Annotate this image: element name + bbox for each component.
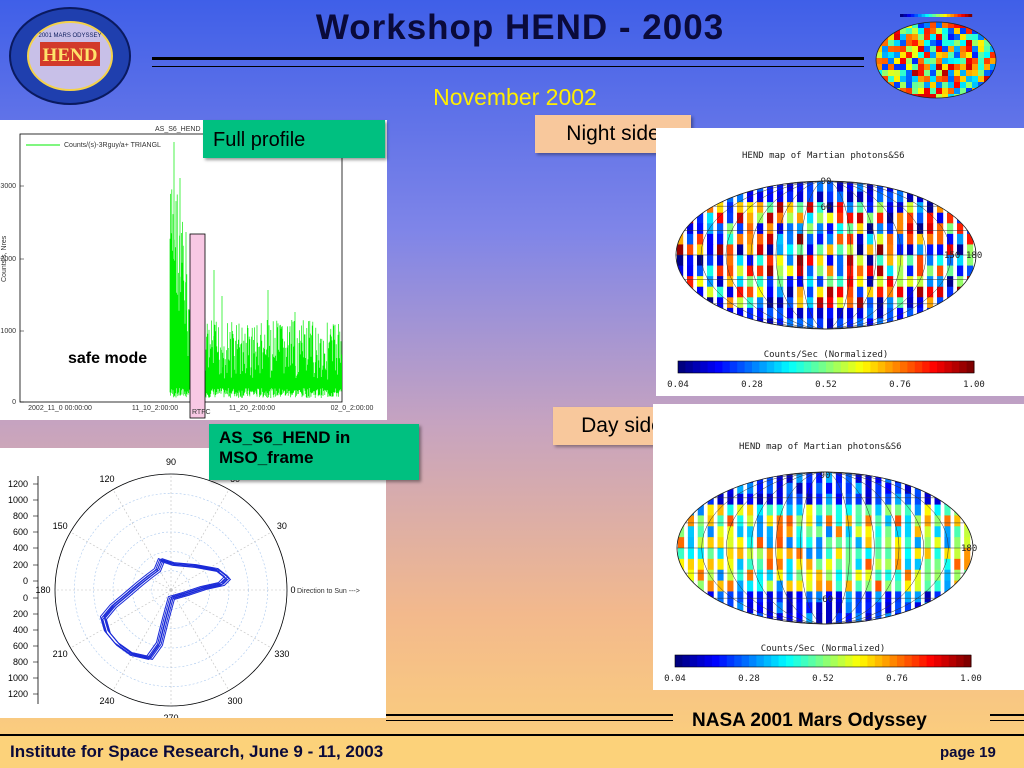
profile-x-tick: 2002_11_0 00:00:00 xyxy=(28,405,92,412)
logo-hend-text: HEND xyxy=(43,45,98,66)
page-number: page 19 xyxy=(940,744,996,761)
polar-radial-tick: 600 xyxy=(13,641,28,651)
polar-plot-panel: 9060300330300270240210180150120Direction… xyxy=(0,448,386,723)
colorbar-tick: 0.04 xyxy=(664,674,686,684)
colorbar-tick: 0.28 xyxy=(741,380,763,390)
profile-x-tick: 02_0_2:00:00 xyxy=(331,405,374,412)
colorbar-tick: 0.52 xyxy=(815,380,837,390)
highlight-tag: RTFC xyxy=(192,409,211,416)
highlight-window xyxy=(189,233,206,419)
colorbar-tick: 1.00 xyxy=(960,674,982,684)
night-side-map-panel: HEND map of Martian photons&S6 90 60 150 180… xyxy=(656,128,1024,396)
polar-angle-label: 30 xyxy=(277,521,287,531)
map-outline xyxy=(676,471,974,625)
polar-trace-line xyxy=(103,557,229,658)
full-profile-label: Full profile xyxy=(203,120,385,158)
map-lat-label: 90 xyxy=(820,471,831,481)
colorbar-title: Counts/Sec (Normalized) xyxy=(764,350,889,360)
map-outline xyxy=(675,180,977,330)
polar-angle-label: 180 xyxy=(35,585,50,595)
polar-angle-label: 240 xyxy=(99,696,114,706)
polar-angle-label: 120 xyxy=(99,474,114,484)
polar-plot-label: AS_S6_HEND in MSO_frame xyxy=(209,424,419,480)
polar-radial-tick: 400 xyxy=(13,543,28,553)
title-underline xyxy=(152,57,864,67)
polar-radial-tick: 1000 xyxy=(8,495,28,505)
footer-top-rule xyxy=(0,734,1024,736)
night-side-label: Night side xyxy=(535,115,691,153)
profile-trace-line xyxy=(169,142,342,398)
profile-x-tick: 11_20_2:00:00 xyxy=(229,405,275,412)
profile-y-tick: 1000 xyxy=(0,328,16,335)
polar-angle-label: 300 xyxy=(227,696,242,706)
polar-angle-label: 330 xyxy=(274,649,289,659)
polar-angle-label: 150 xyxy=(53,521,68,531)
colorbar-tick: 0.04 xyxy=(667,380,689,390)
map-lon-label: 180 xyxy=(961,544,977,554)
polar-trace-line xyxy=(105,560,232,660)
colorbar-tick: 0.76 xyxy=(886,674,908,684)
colorbar xyxy=(674,654,972,668)
polar-radial-tick: 0 xyxy=(23,593,28,603)
map-title: HEND map of Martian photons&S6 xyxy=(742,151,905,161)
full-profile-panel: AS_S6_HEND Counts/(s)-3Rguy/a+ TRIANGL C… xyxy=(0,120,387,420)
page-title: Workshop HEND - 2003 xyxy=(315,8,725,47)
profile-y-tick: 2000 xyxy=(0,256,16,263)
map-lat-label: -60 xyxy=(817,595,833,605)
map-lat-label: 90 xyxy=(821,177,832,187)
map-lon-label: 150 xyxy=(944,251,960,261)
colorbar-tick: 0.28 xyxy=(738,674,760,684)
profile-y-axis-label: Counts/s, Nres xyxy=(1,235,8,282)
polar-plot-label-text: AS_S6_HEND in MSO_frame xyxy=(219,428,351,467)
footer-rule xyxy=(386,714,673,721)
colorbar-title: Counts/Sec (Normalized) xyxy=(761,644,886,654)
colorbar xyxy=(677,360,975,374)
colorbar-tick: 0.76 xyxy=(889,380,911,390)
day-side-map-panel: HEND map of Martian photons&S6 90 -60 180 Co… xyxy=(653,404,1024,690)
map-lat-label: 60 xyxy=(821,203,832,213)
map-title: HEND map of Martian photons&S6 xyxy=(739,442,902,452)
polar-trace-line xyxy=(101,559,227,659)
polar-trace-line xyxy=(99,557,226,658)
polar-radial-tick: 1200 xyxy=(8,689,28,699)
polar-radial-tick: 0 xyxy=(23,576,28,586)
polar-angle-label: 90 xyxy=(166,457,176,467)
hend-logo: HEND 2001 MARS ODYSSEY xyxy=(8,6,132,106)
colorbar-tick: 0.52 xyxy=(812,674,834,684)
profile-y-tick: 3000 xyxy=(0,183,16,190)
colorbar-tick: 1.00 xyxy=(963,380,985,390)
polar-radial-tick: 1200 xyxy=(8,479,28,489)
polar-radial-tick: 600 xyxy=(13,527,28,537)
polar-angle-label: 270 xyxy=(163,713,178,718)
profile-legend: Counts/(s)-3Rguy/a+ TRIANGL xyxy=(64,142,161,149)
page-subtitle: November 2002 xyxy=(433,84,597,110)
institute-text: Institute for Space Research, June 9 - 1… xyxy=(10,742,384,761)
thumb-outline xyxy=(875,21,997,99)
mars-map-thumbnail xyxy=(870,8,1002,104)
logo-mission-text: 2001 MARS ODYSSEY xyxy=(38,33,101,39)
polar-angle-label: 210 xyxy=(53,649,68,659)
polar-radial-tick: 1000 xyxy=(8,673,28,683)
mission-name: NASA 2001 Mars Odyssey xyxy=(692,710,927,731)
profile-y-tick: 0 xyxy=(12,399,16,406)
polar-radial-tick: 200 xyxy=(13,560,28,570)
map-lon-label: 180 xyxy=(966,251,982,261)
safe-mode-annotation: safe mode xyxy=(68,350,148,367)
polar-trace-line xyxy=(104,559,230,659)
polar-radial-tick: 800 xyxy=(13,511,28,521)
profile-plot-title: AS_S6_HEND xyxy=(155,126,201,133)
polar-radial-tick: 400 xyxy=(13,625,28,635)
polar-direction-label: Direction to Sun ---> xyxy=(297,588,360,595)
polar-radial-tick: 800 xyxy=(13,657,28,667)
polar-radial-tick: 200 xyxy=(13,609,28,619)
footer-band xyxy=(0,736,1024,768)
profile-x-tick: 11_10_2:00:00 xyxy=(132,405,178,412)
footer-rule-right xyxy=(990,714,1024,721)
polar-angle-label: 0 xyxy=(290,585,295,595)
